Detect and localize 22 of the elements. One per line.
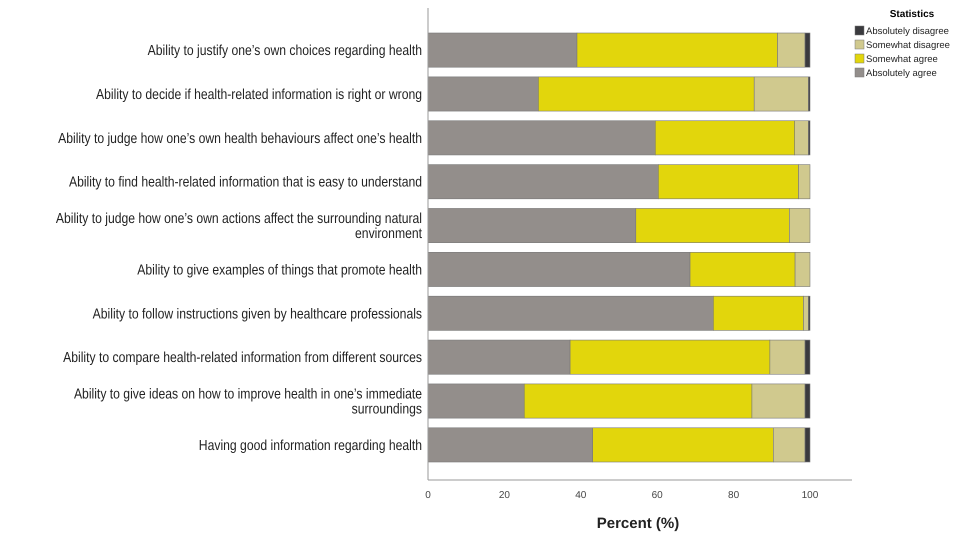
x-tick-label: 100	[802, 490, 819, 501]
y-tick-label: Ability to give ideas on how to improve health in one’s immediate surroundings	[74, 386, 422, 417]
y-tick-label: Ability to find health-related information that is easy to understand	[68, 174, 422, 190]
legend-title: Statistics	[890, 9, 935, 20]
y-tick-label: Having good information regarding health	[198, 436, 422, 454]
y-tick-label: Ability to give examples of things that promote health	[137, 261, 422, 278]
y-tick-label: Ability to follow instructions given by healthcare professionals	[92, 305, 422, 322]
x-tick-label: 0	[425, 490, 432, 501]
x-tick-label: 40	[575, 490, 587, 501]
x-tick-label: 60	[652, 490, 664, 501]
legend-label: Absolutely disagree	[866, 26, 949, 37]
legend-label: Somewhat agree	[866, 54, 938, 65]
y-tick-label: Ability to justify one’s own choices regarding health	[148, 42, 422, 58]
legend-label: Somewhat disagree	[866, 40, 950, 51]
y-tick-label: Ability to judge how one’s own actions affect the surrounding natural environment	[56, 210, 422, 242]
x-tick-label: 20	[498, 490, 510, 501]
y-tick-label: Ability to judge how one’s own health behaviours affect one’s health	[58, 130, 422, 146]
legend-label: Absolutely agree	[866, 68, 937, 79]
y-tick-label: Ability to decide if health-related information is right or wrong	[96, 86, 422, 102]
x-axis-title: Percent (%)	[596, 515, 680, 532]
y-tick-label: Ability to compare health-related information from different sources	[63, 349, 422, 366]
x-tick-label: 80	[728, 490, 740, 501]
